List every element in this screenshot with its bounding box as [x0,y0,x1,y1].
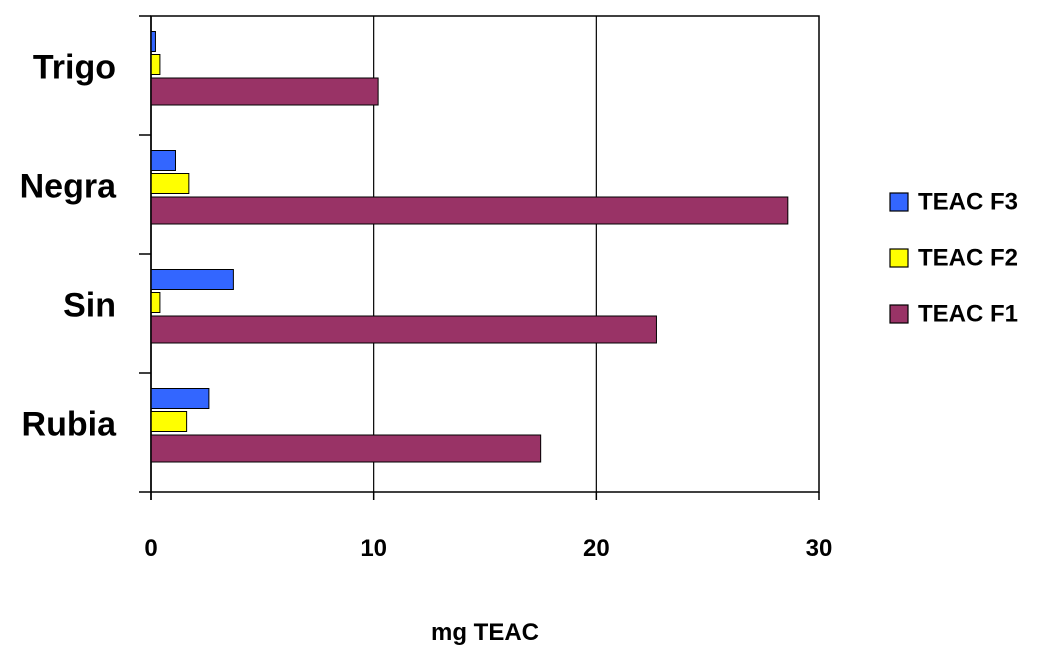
bar-negra-teac-f1 [150,196,789,225]
bar-negra-teac-f3 [150,150,176,171]
bar-rubia-teac-f3 [150,388,210,409]
legend-swatch-teac-f3 [889,192,909,212]
bar-sin-teac-f3 [150,269,234,290]
category-label-trigo: Trigo [33,48,116,86]
category-label-rubia: Rubia [22,405,118,443]
category-label-sin: Sin [63,286,116,324]
bar-rubia-teac-f2 [150,411,188,432]
x-tick-labels: 0 10 20 30 [144,535,832,562]
bar-trigo-teac-f2 [150,54,161,75]
axes [139,15,820,500]
legend-label-teac-f1: TEAC F1 [918,300,1018,327]
x-tick-label-1: 10 [360,535,387,562]
legend: TEAC F3 TEAC F2 TEAC F1 [889,188,1018,327]
x-tick-label-2: 20 [583,535,610,562]
bar-rubia-teac-f1 [150,434,542,463]
bar-sin-teac-f2 [150,292,161,313]
bar-negra-teac-f2 [150,173,190,194]
x-tick-label-0: 0 [144,535,157,562]
bar-trigo-teac-f1 [150,77,379,106]
category-labels: Trigo Negra Sin Rubia [20,48,117,443]
legend-label-teac-f2: TEAC F2 [918,244,1018,271]
legend-swatch-teac-f2 [889,248,909,268]
bars [150,31,789,463]
legend-swatch-teac-f1 [889,304,909,324]
bar-sin-teac-f1 [150,315,657,344]
legend-label-teac-f3: TEAC F3 [918,188,1018,215]
x-tick-label-3: 30 [806,535,833,562]
category-label-negra: Negra [20,167,117,205]
x-axis-title: mg TEAC [431,619,539,646]
